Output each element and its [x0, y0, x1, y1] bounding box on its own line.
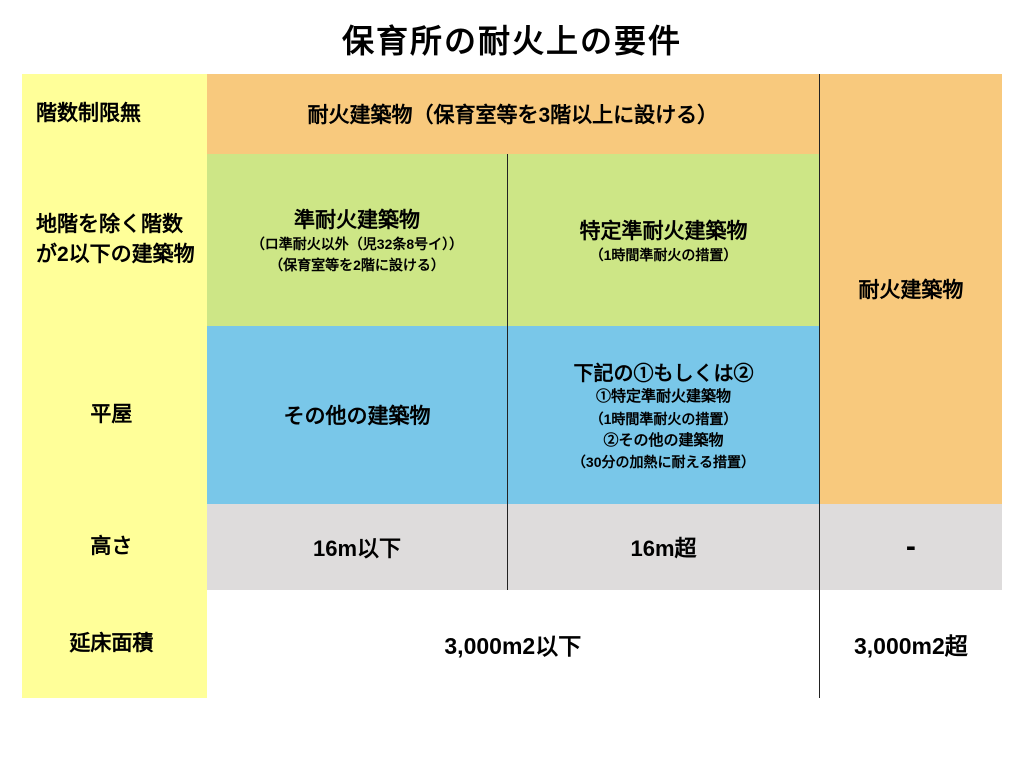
cell-quasi-fireproof: 準耐火建築物 （ロ準耐火以外（児32条8号イ）） （保育室等を2階に設ける） — [207, 154, 508, 326]
cell-quasi-fireproof-sub2: （保育室等を2階に設ける） — [213, 255, 501, 276]
cell-quasi-fireproof-title: 準耐火建築物 — [213, 204, 501, 234]
row-header-floor-unlimited: 階数制限無 — [22, 74, 207, 154]
row-header-2f-or-less: 地階を除く階数が2以下の建築物 — [22, 154, 207, 326]
cell-option1-label: ①特定準耐火建築物 — [514, 386, 813, 409]
cell-area-3000-over: 3,000m2超 — [819, 590, 1002, 698]
cell-options-title: 下記の①もしくは② — [514, 357, 813, 386]
cell-area-3000-under: 3,000m2以下 — [207, 590, 819, 698]
row-header-single-story: 平屋 — [22, 326, 207, 504]
cell-option2-sub: （30分の加熱に耐える措置） — [514, 452, 813, 473]
cell-option1-sub: （1時間準耐火の措置） — [514, 409, 813, 430]
cell-fireproof-3f: 耐火建築物（保育室等を3階以上に設ける） — [207, 74, 819, 154]
row-header-height: 高さ — [22, 504, 207, 590]
cell-fireproof-side: 耐火建築物 — [819, 74, 1002, 504]
cell-quasi-fireproof-sub1: （ロ準耐火以外（児32条8号イ）） — [213, 234, 501, 255]
cell-option2-label: ②その他の建築物 — [514, 430, 813, 453]
cell-specified-quasi-fireproof: 特定準耐火建築物 （1時間準耐火の措置） — [508, 154, 820, 326]
cell-other-building: その他の建築物 — [207, 326, 508, 504]
cell-specified-quasi-sub: （1時間準耐火の措置） — [514, 245, 813, 266]
cell-options-1-2: 下記の①もしくは② ①特定準耐火建築物 （1時間準耐火の措置） ②その他の建築物… — [508, 326, 820, 504]
row-header-floor-area: 延床面積 — [22, 590, 207, 698]
cell-height-16-over: 16m超 — [508, 504, 820, 590]
cell-specified-quasi-title: 特定準耐火建築物 — [514, 215, 813, 245]
fire-requirements-table: 階数制限無 耐火建築物（保育室等を3階以上に設ける） 耐火建築物 地階を除く階数… — [22, 74, 1002, 698]
cell-height-na: - — [819, 504, 1002, 590]
page-title: 保育所の耐火上の要件 — [22, 16, 1002, 62]
cell-height-16-under: 16m以下 — [207, 504, 508, 590]
